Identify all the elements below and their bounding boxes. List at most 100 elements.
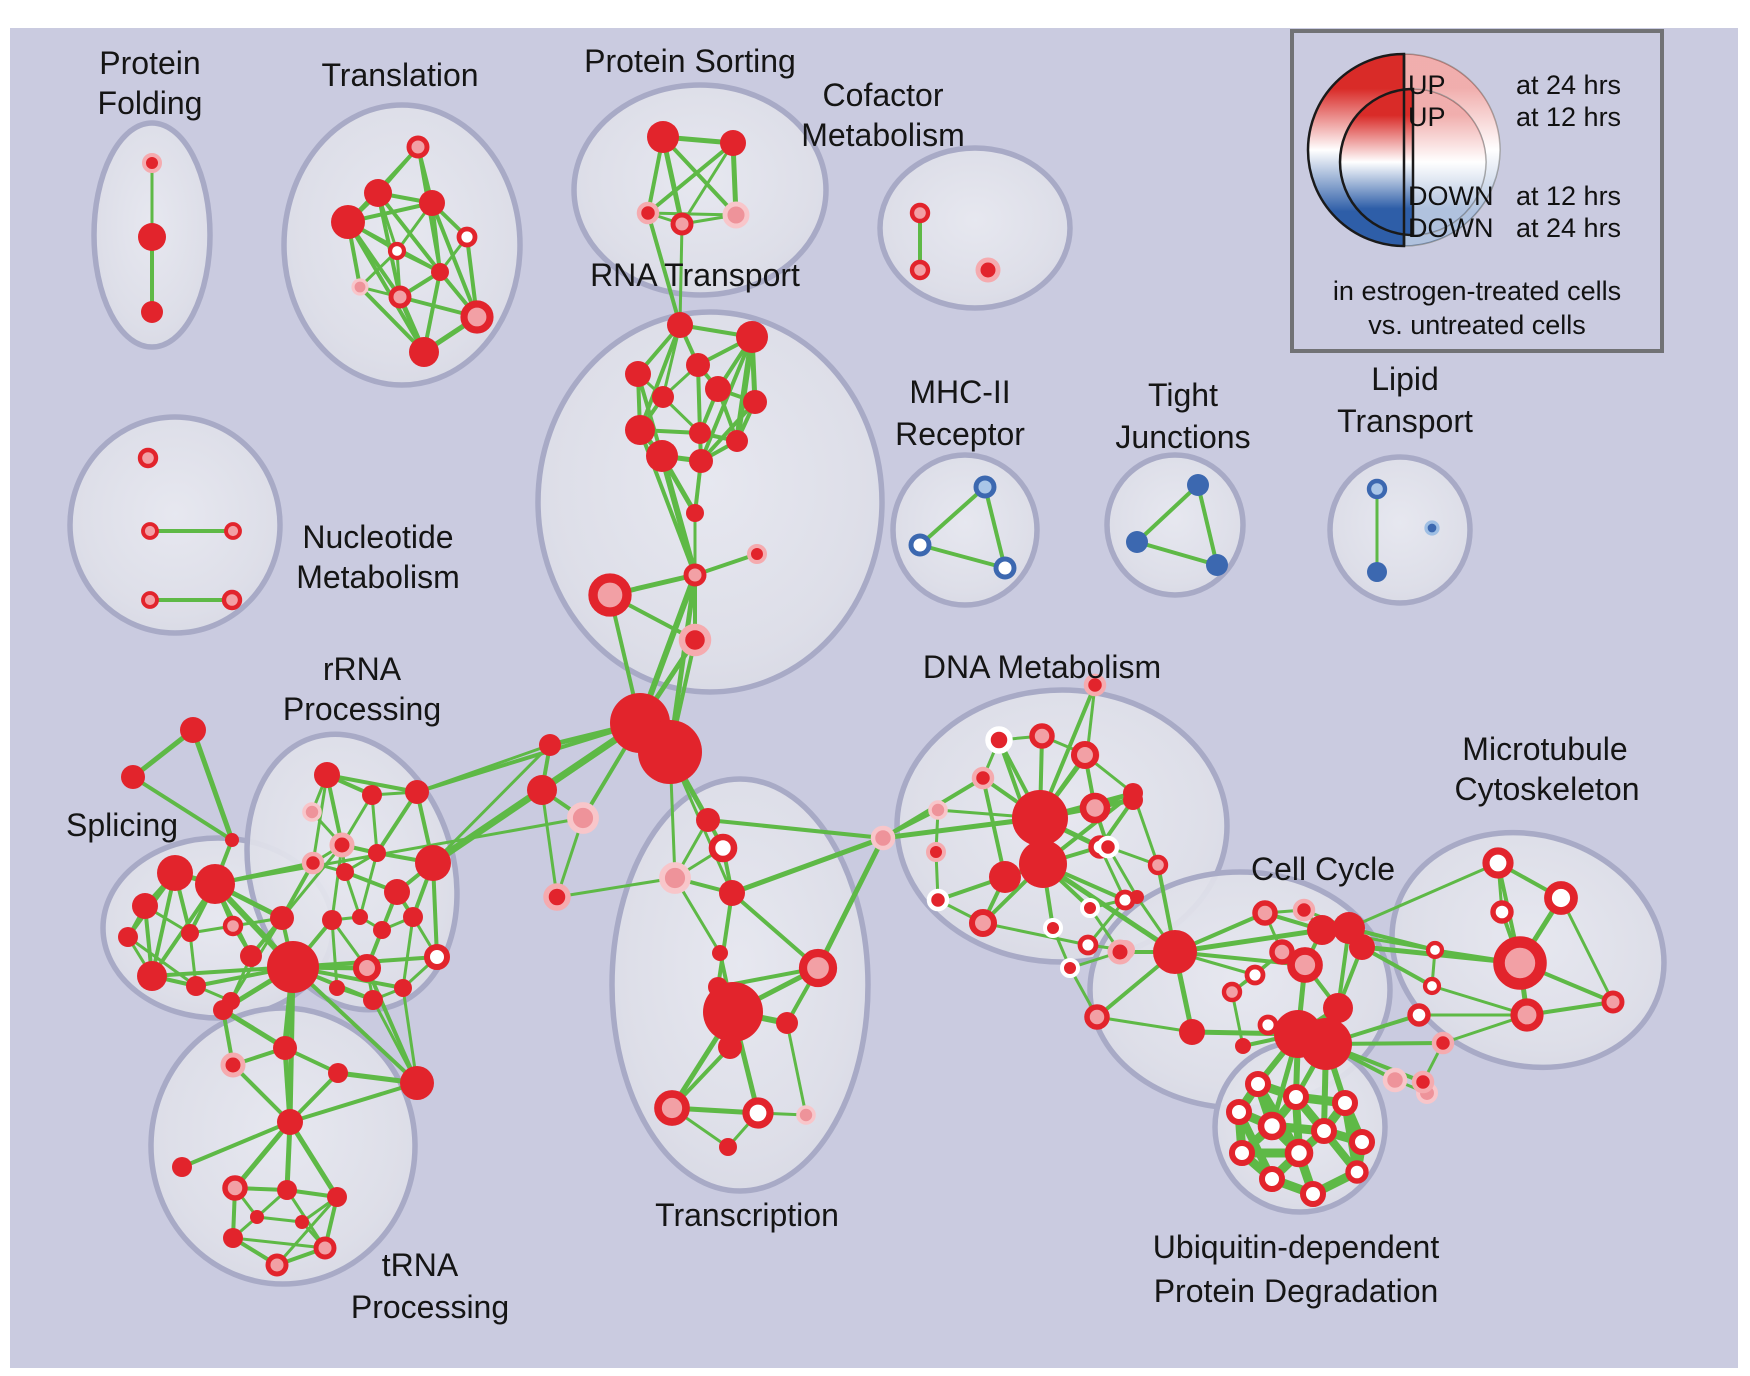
network-node-redPink <box>1252 900 1278 926</box>
network-node-red <box>1123 783 1143 803</box>
cluster-label-transcription: Transcription <box>655 1197 839 1233</box>
network-node-redPink <box>1601 990 1625 1014</box>
network-node-redWhite <box>1300 1181 1326 1207</box>
network-node-red <box>336 863 354 881</box>
network-node-red <box>776 1012 798 1034</box>
network-node-pink <box>722 201 750 229</box>
network-node-redPink <box>141 591 159 609</box>
network-node-red <box>223 1228 243 1248</box>
network-node-red <box>362 785 382 805</box>
network-node-red <box>329 980 345 996</box>
network-node-red <box>405 780 429 804</box>
network-node-redPink <box>388 285 412 309</box>
network-edge <box>785 1022 808 1116</box>
network-node-red <box>384 879 410 905</box>
network-node-redWhite <box>1283 1084 1309 1110</box>
network-node-redWhite <box>1257 1014 1279 1036</box>
network-node-red <box>1012 790 1068 846</box>
cluster-label-splicing: Splicing <box>66 807 178 843</box>
legend-caption-line2: vs. untreated cells <box>1368 310 1586 340</box>
network-node-red <box>277 1109 303 1135</box>
network-node-red <box>328 1063 348 1083</box>
network-node-red <box>720 130 746 156</box>
network-node-red <box>638 720 702 784</box>
network-node-red <box>181 924 199 942</box>
network-edge <box>707 818 884 840</box>
network-edge <box>231 1063 292 1124</box>
network-node-redPink <box>1493 936 1547 990</box>
network-node-whiteRed <box>1060 958 1080 978</box>
network-node-pink <box>870 825 896 851</box>
network-node-red <box>394 979 412 997</box>
network-node-pinkRed <box>1083 673 1107 697</box>
network-node-pinkRed <box>301 851 325 875</box>
cluster-protein-sorting <box>571 82 829 298</box>
cluster-label-rna-transport: RNA Transport <box>590 257 800 293</box>
network-node-redWhite <box>387 241 407 261</box>
network-node-red <box>415 845 451 881</box>
network-node-red <box>625 361 651 387</box>
network-edge <box>1136 540 1218 567</box>
network-edge <box>638 324 682 431</box>
network-edge <box>280 844 344 919</box>
network-edge <box>181 1120 291 1169</box>
legend-ring-left-half <box>1338 87 1415 237</box>
network-edge <box>432 788 543 865</box>
cluster-nucleotide-metabolism <box>67 414 283 636</box>
network-node-red <box>1349 934 1375 960</box>
network-node-red <box>689 449 713 473</box>
network-node-redWhite <box>1284 1138 1314 1168</box>
cluster-label-lipid-transport: Lipid <box>1371 361 1439 397</box>
network-edge <box>365 967 419 1084</box>
network-node-lightblueDark <box>1424 520 1440 536</box>
network-node-red <box>431 263 449 281</box>
network-edge <box>919 543 1006 570</box>
legend-direction-up-24: UP <box>1408 70 1446 100</box>
network-node-red <box>141 301 163 323</box>
legend-ring-right-half-tint <box>1413 89 1486 235</box>
network-node-redPink <box>654 1090 690 1126</box>
network-node-pinkRed <box>543 883 571 911</box>
network-node-red <box>1179 1019 1205 1045</box>
network-node-red <box>314 762 340 788</box>
network-node-redPink <box>909 202 931 224</box>
network-node-pink <box>302 802 322 822</box>
cluster-mhc-ii-receptor <box>890 452 1040 608</box>
network-edge <box>431 743 552 865</box>
network-node-red <box>705 376 731 402</box>
network-node-red <box>240 945 262 967</box>
network-edge <box>983 486 1007 569</box>
cluster-label-mhc-ii-receptor: Receptor <box>895 416 1025 452</box>
network-node-red <box>400 1066 434 1100</box>
network-node-redPink <box>1079 792 1111 824</box>
network-node-redWhite <box>424 944 450 970</box>
network-node-redPink <box>1029 723 1055 749</box>
cluster-label-rrna-processing: Processing <box>283 691 441 727</box>
network-node-whiteRed <box>985 726 1013 754</box>
network-node-redWhite <box>1229 1140 1255 1166</box>
network-node-red <box>267 941 319 993</box>
network-node-red <box>273 1036 297 1060</box>
network-node-redWhite <box>1244 964 1266 986</box>
network-node-pink <box>796 1105 816 1125</box>
network-node-redPink <box>1070 740 1100 770</box>
network-edge <box>661 135 738 217</box>
network-node-redPink <box>221 589 243 611</box>
network-node-red <box>667 312 693 338</box>
cluster-label-translation: Translation <box>321 57 478 93</box>
network-edge <box>358 285 426 354</box>
network-edge <box>291 965 419 1085</box>
network-node-redWhite <box>1407 1003 1431 1027</box>
network-edge <box>646 141 735 215</box>
network-node-red <box>419 190 445 216</box>
network-node-pinkRed <box>678 623 712 657</box>
network-node-red <box>527 775 557 805</box>
legend-caption-line1: in estrogen-treated cells <box>1333 276 1621 306</box>
network-node-red <box>225 833 239 847</box>
network-node-redWhite <box>1490 900 1514 924</box>
network-edge <box>131 775 234 842</box>
network-node-whiteRed <box>1096 835 1120 859</box>
network-node-pinkRed <box>747 544 767 564</box>
network-edge <box>647 211 737 217</box>
